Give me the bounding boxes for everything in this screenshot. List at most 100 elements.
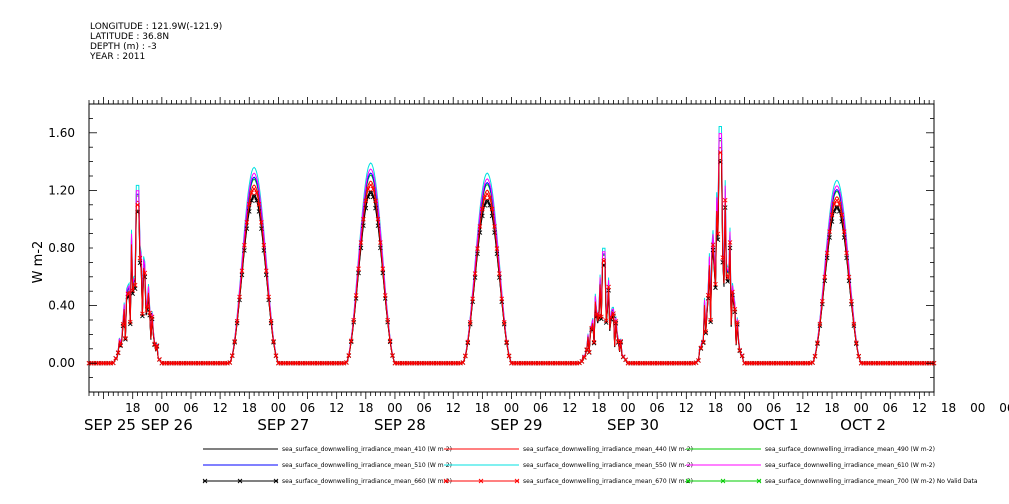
series-point [254, 190, 259, 196]
series-point [266, 294, 272, 300]
series-point [506, 353, 512, 359]
series-point [147, 310, 153, 316]
series-point [154, 343, 160, 348]
series-point [492, 224, 497, 229]
series-point [577, 360, 582, 366]
series-point [829, 212, 835, 218]
series-point [499, 296, 505, 302]
series-point [251, 194, 257, 200]
x-tick-label: 06 [183, 401, 198, 415]
series-point [271, 338, 276, 344]
series-point [591, 340, 597, 346]
series-point [846, 274, 852, 280]
x-tick-label: 12 [329, 401, 344, 415]
y-tick-label: 1.60 [48, 126, 75, 140]
series-point [822, 274, 828, 280]
series-line [89, 161, 934, 364]
latitude-label: LATITUDE : 36.8N [90, 32, 170, 42]
legend-marker [237, 478, 243, 484]
series-point [261, 242, 267, 248]
series-point [623, 357, 628, 362]
series-point [611, 311, 616, 316]
x-tick-label: 00 [154, 401, 169, 415]
series-point [824, 255, 830, 261]
x-tick-label: 12 [212, 401, 227, 415]
series-point [390, 353, 395, 358]
series-point [832, 201, 837, 207]
series-point [368, 182, 373, 188]
series-point [713, 285, 718, 291]
series-point [370, 186, 376, 192]
series-point [827, 229, 832, 234]
depth-label: DEPTH (m) : -3 [90, 42, 157, 52]
series-point [127, 321, 133, 327]
legend-label: sea_surface_downwelling_irradiance_mean_… [282, 462, 452, 469]
x-tick-label: 18 [242, 401, 257, 415]
series-point [484, 199, 490, 204]
series-point [244, 219, 250, 225]
series-point [358, 245, 364, 251]
series-point [504, 339, 509, 345]
series-line [89, 133, 934, 364]
series-point [487, 195, 492, 201]
year-label: YEAR : 2011 [90, 52, 146, 62]
x-tick-label: 06 [883, 401, 898, 415]
series-point [484, 191, 490, 197]
legend-marker [720, 478, 726, 484]
x-tick-label: 18 [824, 401, 839, 415]
series-point [127, 319, 133, 325]
legend-marker [478, 478, 484, 484]
series-point [467, 320, 473, 325]
x-tick-label: 00 [737, 401, 752, 415]
series-point [365, 186, 371, 192]
series-point [844, 255, 849, 261]
series-point [839, 212, 845, 218]
series-point [475, 246, 480, 251]
series-point [475, 251, 480, 257]
series-point [705, 292, 711, 298]
series-point [361, 223, 366, 228]
series-point [229, 353, 235, 358]
series-point [849, 298, 854, 304]
x-tick-label: 18 [475, 401, 490, 415]
series-point [477, 224, 483, 229]
series-point [594, 312, 599, 317]
series-line [89, 137, 934, 364]
series-point [603, 318, 609, 323]
series-point [472, 271, 478, 276]
series-point [710, 242, 716, 248]
series-line [89, 159, 934, 364]
x-day-label: SEP 30 [607, 416, 659, 434]
series-point [591, 339, 597, 345]
series-line [89, 147, 934, 364]
series-point [259, 219, 264, 225]
series-point [853, 340, 859, 346]
series-point [385, 317, 390, 323]
series-point [613, 319, 619, 324]
series-point [856, 353, 862, 359]
series-point [256, 202, 262, 207]
series-point [110, 360, 116, 366]
series-line [89, 140, 934, 364]
series-point [234, 318, 240, 324]
legend-marker [685, 478, 691, 484]
longitude-label: LONGITUDE : 121.9W(-121.9) [90, 22, 223, 32]
series-point [720, 255, 726, 260]
series-point [494, 246, 500, 251]
series-point [599, 314, 604, 320]
series-point [737, 347, 743, 353]
series-point [722, 197, 728, 203]
x-tick-label: 18 [941, 401, 956, 415]
series-point [149, 314, 155, 320]
series-point [703, 330, 709, 336]
series-point [817, 321, 823, 327]
series-point [356, 266, 361, 272]
series-point [363, 198, 369, 204]
series-point [351, 317, 356, 323]
series-point [730, 289, 735, 295]
series-point [841, 229, 847, 234]
y-tick-label: 0.80 [48, 241, 75, 255]
series-point [698, 345, 704, 351]
legend-label: sea_surface_downwelling_irradiance_mean_… [765, 446, 935, 453]
series-point [120, 321, 126, 327]
